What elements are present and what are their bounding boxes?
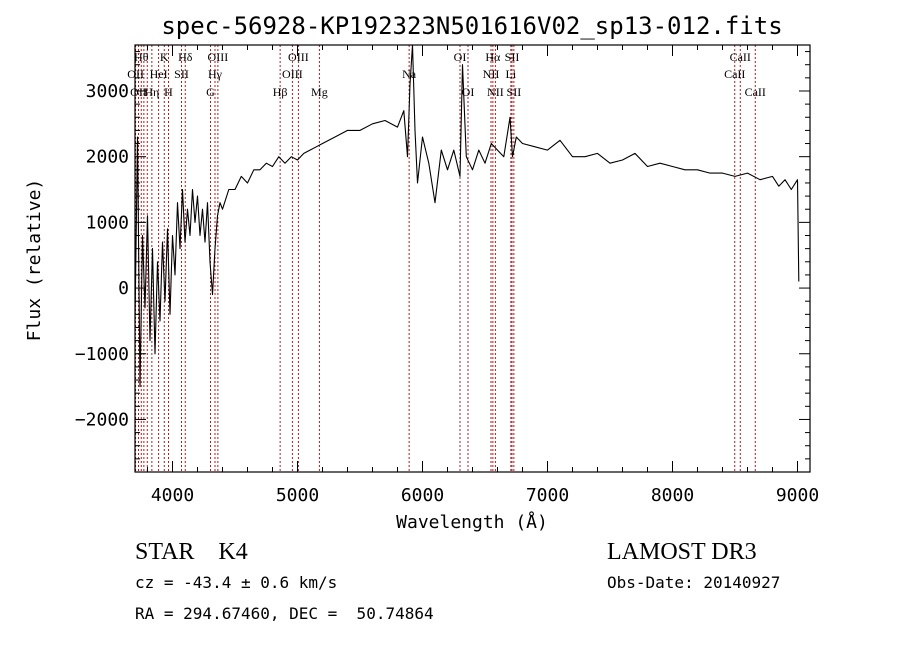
line-label: SII [174,67,189,81]
y-tick-label: −1000 [75,344,129,365]
line-label: OIII [208,50,229,64]
line-label: OI [462,85,475,99]
line-label: HeI [150,67,168,81]
line-label: Hη [144,85,159,99]
y-axis: −2000 −1000 0 1000 2000 3000 [75,51,810,473]
obs-date: Obs-Date: 20140927 [607,573,781,592]
line-label: CaII [724,67,745,81]
y-tick-label: 3000 [86,81,129,102]
x-tick-label: 4000 [151,485,194,506]
series-line [134,44,800,388]
redshift-text: cz = -43.4 ± 0.6 km/s [135,573,338,592]
x-tick-label: 5000 [276,485,319,506]
line-labels: OIIOIIHθHηHeIKHSIIHδGHγOIIIHβOIIIOIIIMgN… [127,50,766,99]
line-label: Mg [311,85,328,99]
line-label: Hα [485,50,501,64]
y-tick-label: −2000 [75,409,129,430]
line-label: Hδ [178,50,193,64]
line-label: Na [402,67,417,81]
line-label: OII [127,67,144,81]
y-tick-label: 1000 [86,212,129,233]
plot-frame [134,44,811,473]
line-label: SII [507,85,522,99]
line-label: Li [506,67,517,81]
line-label: OIII [282,67,303,81]
survey-name: LAMOST DR3 [607,539,757,565]
x-tick-label: 9000 [776,485,819,506]
y-axis-label: Flux (relative) [24,179,45,342]
line-label: NII [483,67,500,81]
line-label: Hθ [134,50,149,64]
y-tick-label: 2000 [86,147,129,168]
line-label: G [206,85,215,99]
chart-title: spec-56928-KP192323N501616V02_sp13-012.f… [161,12,782,40]
x-tick-label: 8000 [651,485,694,506]
x-axis: 4000 5000 6000 7000 8000 9000 [147,45,819,506]
coordinates-text: RA = 294.67460, DEC = 50.74864 [135,604,434,623]
line-label: OIII [288,50,309,64]
object-class: STAR K4 [135,539,248,565]
line-label: K [160,50,169,64]
x-tick-label: 6000 [401,485,444,506]
line-label: CaII [730,50,751,64]
line-label: NII [487,85,504,99]
x-tick-label: 7000 [526,485,569,506]
line-label: OII [130,85,147,99]
line-label: OI [454,50,467,64]
line-label: Hβ [273,85,288,99]
y-tick-label: 0 [118,278,129,299]
line-label: Hγ [208,67,223,81]
line-label: CaII [745,85,766,99]
line-label: SII [505,50,520,64]
x-axis-label: Wavelength (Å) [396,511,548,533]
line-label: H [164,85,173,99]
emission-line-markers [135,45,756,472]
